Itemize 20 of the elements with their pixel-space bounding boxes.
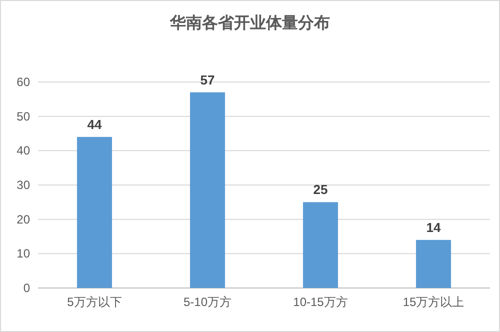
x-tick-label: 5-10万方 — [183, 295, 232, 309]
bar — [190, 92, 225, 288]
data-label: 25 — [313, 182, 328, 198]
y-tick-label: 50 — [16, 109, 30, 124]
y-tick-label: 60 — [16, 75, 30, 89]
x-tick-label: 15万方以上 — [402, 295, 464, 309]
bar — [416, 240, 451, 288]
y-tick-label: 10 — [16, 246, 30, 261]
bar — [77, 136, 112, 288]
y-tick-label: 0 — [23, 281, 30, 295]
y-tick-label: 30 — [16, 178, 30, 192]
x-tick-label: 5万方以下 — [67, 295, 122, 309]
chart-title: 华南各省开业体量分布 — [169, 14, 330, 32]
y-tick-label: 40 — [16, 144, 30, 158]
data-label: 57 — [200, 72, 215, 88]
data-label: 14 — [426, 220, 442, 235]
bar — [303, 202, 338, 288]
y-tick-label: 20 — [16, 212, 30, 226]
x-tick-label: 10-15万方 — [293, 295, 348, 309]
data-label: 44 — [87, 116, 102, 132]
